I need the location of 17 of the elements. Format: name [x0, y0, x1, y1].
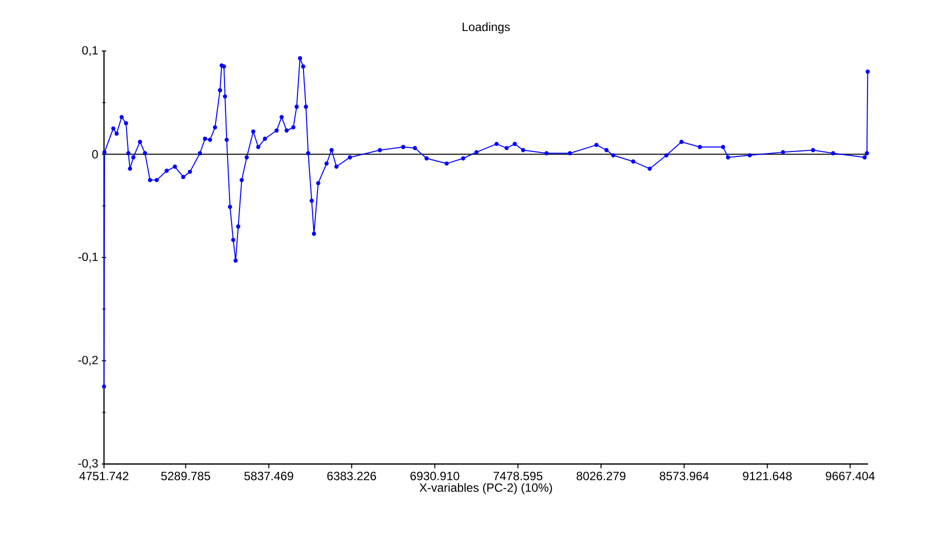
x-tick-label: 7478.595 [494, 472, 542, 480]
y-tick-label: 0 [92, 150, 98, 158]
y-tick-label: -0,2 [78, 356, 98, 366]
x-tick-label: 9121.648 [742, 472, 792, 480]
x-tick-label: 6383.226 [327, 472, 376, 480]
x-tick-label: 6930.910 [410, 472, 460, 480]
chart-title: Loadings [462, 22, 510, 34]
x-axis-title: X-variables (PC-2) (10%) [420, 483, 552, 494]
x-tick-label: 9667.404 [826, 472, 875, 480]
y-tick-label: -0,3 [78, 459, 98, 469]
x-tick-label: 8026.279 [576, 472, 626, 480]
y-tick-label: -0,1 [78, 252, 98, 262]
x-tick-label: 4751.742 [79, 472, 128, 480]
y-tick-label: 0,1 [82, 46, 98, 56]
x-tick-label: 8573.964 [660, 472, 709, 480]
x-tick-label: 5289.785 [161, 472, 210, 480]
x-tick-label: 5837.469 [244, 472, 294, 480]
